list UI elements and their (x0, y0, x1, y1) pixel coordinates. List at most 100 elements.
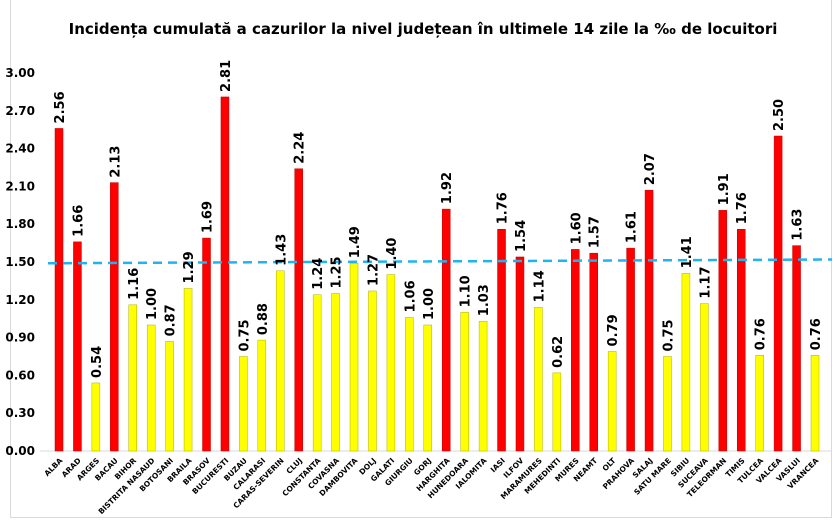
bar (368, 290, 377, 452)
value-label: 2.13 (108, 146, 123, 178)
value-label: 2.81 (219, 60, 234, 92)
reference-line (47, 258, 833, 265)
value-label: 2.56 (53, 91, 68, 123)
value-label: 0.87 (164, 304, 179, 336)
value-label: 1.69 (201, 201, 216, 233)
y-tick-label: 3.00 (5, 66, 35, 80)
value-label: 0.75 (237, 319, 252, 351)
y-tick-label: 2.70 (5, 104, 35, 118)
y-tick-label: 1.50 (5, 255, 35, 269)
value-label: 1.00 (145, 288, 160, 320)
y-tick-label: 2.10 (5, 179, 35, 193)
bar (460, 312, 469, 452)
value-label: 1.00 (422, 288, 437, 320)
bar (312, 294, 322, 452)
bar (165, 341, 174, 452)
bar (681, 273, 691, 452)
bar (589, 252, 598, 452)
bar (478, 320, 488, 452)
bar (607, 351, 617, 452)
bar (54, 128, 64, 452)
bar (257, 339, 267, 452)
value-label: 2.07 (643, 153, 658, 185)
bar (294, 168, 303, 452)
value-label: 1.91 (717, 173, 732, 205)
bar (718, 210, 728, 452)
bar (423, 324, 433, 452)
bar (497, 228, 506, 452)
bar (755, 354, 764, 452)
bar (405, 317, 414, 452)
bar (128, 304, 138, 452)
bar (810, 354, 820, 452)
y-tick-label: 1.20 (5, 293, 35, 307)
reference-line-path (47, 258, 833, 265)
value-label: 1.17 (698, 267, 713, 299)
bar (331, 293, 340, 452)
value-label: 0.76 (754, 318, 769, 350)
bar (110, 182, 119, 452)
y-tick-label: 1.80 (5, 217, 35, 231)
bar (515, 256, 525, 452)
bar (183, 288, 193, 452)
value-label: 1.16 (127, 268, 142, 300)
bar (91, 382, 101, 452)
value-label: 2.24 (293, 132, 308, 164)
y-tick-label: 2.40 (5, 142, 35, 156)
bar (146, 324, 156, 452)
value-label: 1.76 (496, 192, 511, 224)
value-label: 1.24 (311, 258, 326, 290)
value-label: 1.57 (588, 216, 603, 248)
bar (700, 303, 709, 452)
bar (276, 270, 285, 452)
value-label: 1.66 (71, 205, 86, 237)
value-label: 1.06 (403, 280, 418, 312)
value-label: 1.41 (680, 236, 695, 268)
bar (349, 263, 359, 452)
bar (534, 307, 543, 452)
bar (663, 356, 672, 452)
value-label: 1.25 (330, 256, 345, 288)
value-label: 0.75 (661, 319, 676, 351)
bar (773, 135, 783, 452)
value-label: 1.92 (440, 172, 455, 204)
value-label: 1.29 (182, 251, 197, 283)
value-label: 0.62 (551, 336, 566, 368)
value-label: 0.88 (256, 303, 271, 335)
value-label: 0.54 (90, 346, 105, 378)
value-label: 1.14 (532, 270, 547, 302)
bar (441, 208, 451, 452)
value-labels: 2.561.660.542.131.161.000.871.291.692.81… (53, 60, 824, 378)
y-tick-label: 0.00 (5, 444, 35, 458)
y-tick-label: 0.30 (5, 406, 35, 420)
value-label: 1.54 (514, 220, 529, 252)
value-label: 1.63 (791, 209, 806, 241)
value-label: 1.43 (274, 234, 289, 266)
bar (73, 241, 82, 452)
bar (386, 274, 396, 452)
value-label: 0.79 (606, 314, 621, 346)
chart-title: Incidența cumulată a cazurilor la nivel … (69, 20, 778, 38)
bars (54, 96, 820, 452)
bar (736, 228, 746, 452)
bar (220, 96, 230, 452)
bar (571, 249, 580, 452)
value-label: 1.40 (385, 238, 400, 270)
value-label: 1.27 (366, 254, 381, 286)
y-tick-label: 0.60 (5, 368, 35, 382)
bar (239, 356, 248, 452)
value-label: 1.10 (459, 275, 474, 307)
value-label: 0.76 (809, 318, 824, 350)
y-tick-label: 0.90 (5, 331, 35, 345)
value-label: 1.60 (569, 212, 584, 244)
value-label: 1.76 (735, 192, 750, 224)
bar (552, 372, 562, 452)
value-label: 2.50 (772, 99, 787, 131)
bar (202, 237, 211, 452)
value-label: 1.49 (348, 226, 363, 258)
bar (626, 247, 635, 452)
value-label: 1.61 (625, 211, 640, 243)
bar (644, 189, 654, 452)
